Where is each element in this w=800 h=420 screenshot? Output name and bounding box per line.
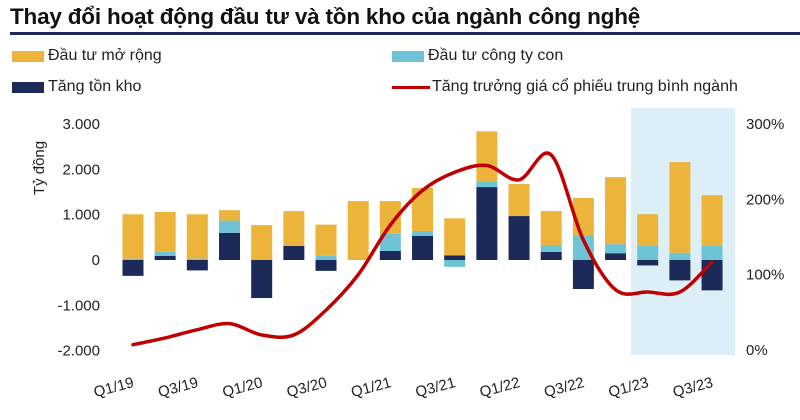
bar-segment [605, 244, 627, 254]
bar-segment [637, 260, 659, 266]
x-axis-tick: Q3/20 [285, 374, 329, 401]
right-axis-tick: 300% [746, 116, 784, 133]
x-axis-tick: Q1/20 [221, 374, 265, 401]
bar-segment [251, 260, 273, 299]
left-axis-tick: 2.000 [62, 161, 100, 178]
legend-label: Tăng trưởng giá cổ phiếu trung bình ngàn… [432, 78, 738, 95]
bar-segment [412, 231, 434, 236]
x-axis-tick: Q1/23 [607, 374, 651, 401]
left-axis-tick: 1.000 [62, 207, 100, 224]
legend-swatch-navy [12, 81, 44, 93]
left-axis-tick: 3.000 [62, 116, 100, 133]
price-growth-line [131, 151, 714, 347]
bar-segment [637, 214, 659, 246]
right-axis-tick: 100% [746, 267, 784, 284]
chart-title: Thay đổi hoạt động đầu tư và tồn kho của… [10, 4, 641, 29]
bar-segment [540, 211, 562, 246]
legend-swatch-red-line [392, 85, 430, 89]
bar-segment [251, 225, 273, 260]
x-axis-tick: Q3/19 [156, 374, 200, 401]
bar-segment [508, 183, 530, 217]
bar-segment [379, 250, 401, 260]
right-axis-tick: 200% [746, 191, 784, 208]
bar-segment [315, 255, 337, 260]
bar-segment [412, 187, 434, 232]
left-axis-tick: 0 [92, 252, 100, 269]
legend-swatch-yellow [12, 50, 44, 62]
bar-segment [669, 252, 691, 260]
bar-segment [476, 181, 498, 188]
bar-segment [444, 218, 466, 256]
bar-segment [315, 224, 337, 256]
bar-segment [605, 253, 627, 260]
bar-segment [186, 214, 208, 259]
legend-item-inventory: Tăng tồn kho [12, 78, 141, 96]
bar-segment [315, 260, 337, 271]
legend-swatch-teal [392, 50, 424, 62]
bar-segment [444, 255, 466, 260]
legend-label: Tăng tồn kho [48, 78, 142, 95]
x-axis-tick: Q1/22 [478, 374, 522, 401]
bar-segment [379, 233, 401, 251]
bar-segment [122, 214, 144, 259]
x-axis-tick: Q1/21 [349, 374, 393, 401]
bar-segment [605, 177, 627, 245]
bar-segment [219, 210, 241, 221]
bar-segment [186, 258, 208, 260]
bar-segment [283, 245, 305, 260]
bar-segment [122, 258, 144, 260]
bar-segment [283, 211, 305, 246]
left-axis-tick: -1.000 [57, 297, 100, 314]
bar-segment [444, 260, 466, 267]
bar-segment [186, 260, 208, 271]
x-axis-tick: Q3/21 [414, 374, 458, 401]
bar-segment [701, 245, 723, 260]
x-axis-tick: Q3/22 [542, 374, 586, 401]
left-axis-label: Tỷ đồng [31, 141, 48, 195]
legend-label: Đầu tư mở rộng [48, 47, 162, 64]
bar-segment [219, 232, 241, 260]
bar-segment [669, 260, 691, 281]
bar-segment [476, 131, 498, 182]
legend-item-price-growth: Tăng trưởng giá cổ phiếu trung bình ngàn… [392, 78, 738, 96]
bar-segment [347, 201, 369, 260]
title-underline [10, 32, 800, 35]
bar-segment [508, 216, 530, 260]
legend-item-subsidiary: Đầu tư công ty con [392, 47, 563, 65]
bar-segment [412, 235, 434, 260]
legend-item-expansion: Đầu tư mở rộng [12, 47, 162, 65]
bar-segment [540, 251, 562, 260]
bar-segment [701, 195, 723, 246]
x-axis-tick: Q1/19 [92, 374, 136, 401]
bar-segment [701, 260, 723, 291]
bar-segment [476, 187, 498, 260]
legend-label: Đầu tư công ty con [428, 47, 564, 64]
bar-segment [154, 255, 176, 260]
bar-segment [572, 260, 594, 289]
bar-segment [379, 201, 401, 234]
bar-segment [347, 259, 369, 260]
x-axis-tick: Q3/23 [671, 374, 715, 401]
right-axis-tick: 0% [746, 342, 768, 359]
bar-segment [540, 245, 562, 252]
bar-segment [154, 251, 176, 256]
left-axis-tick: -2.000 [57, 343, 100, 360]
bar-segment [122, 260, 144, 276]
bar-segment [637, 245, 659, 260]
bar-segment [154, 211, 176, 252]
bar-segment [669, 162, 691, 253]
bar-segment [219, 220, 241, 233]
